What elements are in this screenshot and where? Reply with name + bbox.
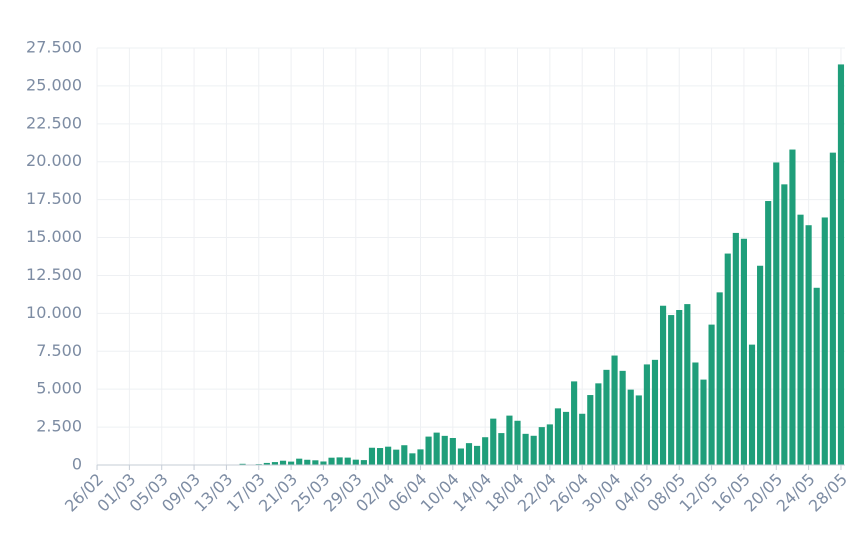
bar (595, 383, 602, 465)
bar (781, 184, 788, 465)
bar (587, 395, 594, 465)
bar (271, 462, 279, 465)
bar (401, 445, 408, 465)
bar (837, 64, 845, 466)
y-tick-label: 2.500 (36, 417, 82, 436)
bar (279, 460, 287, 465)
bar (603, 369, 610, 465)
bar (708, 324, 715, 465)
y-tick-label: 12.500 (26, 265, 82, 284)
bar (506, 415, 513, 465)
bar (522, 433, 529, 465)
bar (562, 411, 570, 465)
bar (651, 359, 659, 465)
bar (514, 420, 521, 465)
bar (457, 448, 464, 465)
bar (789, 149, 796, 465)
y-tick-label: 22.500 (26, 113, 82, 132)
y-tick-label: 5.000 (36, 379, 82, 398)
bar (490, 418, 497, 465)
bar (530, 435, 537, 465)
bar (740, 238, 747, 465)
bar (352, 459, 359, 465)
bar (684, 304, 691, 465)
bar (498, 433, 505, 465)
bar (773, 162, 780, 466)
y-tick-label: 15.000 (26, 227, 82, 246)
bar (441, 435, 448, 465)
bar (668, 315, 675, 465)
bar (417, 449, 424, 465)
y-tick-label: 0 (72, 455, 82, 474)
bar (813, 287, 820, 465)
bar (385, 446, 392, 465)
y-tick-label: 25.000 (26, 75, 82, 94)
bar (465, 443, 473, 465)
bar (304, 459, 311, 465)
y-tick-label: 17.500 (26, 189, 82, 208)
y-tick-label: 10.000 (26, 303, 82, 322)
bar (328, 457, 335, 465)
bar (409, 453, 416, 465)
bar (312, 460, 319, 465)
bar (449, 437, 456, 465)
bar (320, 461, 327, 465)
bar (757, 265, 764, 465)
bar (700, 379, 707, 465)
bar (619, 370, 626, 465)
bar (296, 458, 303, 465)
bar (554, 408, 562, 465)
bar (611, 355, 618, 465)
bar (724, 253, 731, 465)
bar (805, 225, 812, 465)
bar (732, 232, 739, 465)
bar (716, 292, 723, 465)
bar (821, 217, 828, 465)
bar (748, 344, 756, 465)
bar (635, 395, 642, 465)
bar (482, 437, 489, 465)
bar (360, 460, 367, 465)
bar (797, 214, 804, 465)
bar (376, 448, 384, 465)
bar (239, 463, 246, 465)
bar (546, 424, 553, 465)
bar (765, 201, 772, 465)
bar (336, 457, 343, 465)
bar (368, 447, 376, 465)
bar (433, 432, 440, 465)
bar (659, 305, 667, 465)
bar (425, 436, 432, 465)
bar (538, 427, 545, 465)
bar (676, 309, 683, 465)
bar (692, 362, 699, 465)
y-tick-label: 7.500 (36, 341, 82, 360)
bar (571, 381, 578, 465)
bar (393, 449, 400, 465)
bar (579, 413, 586, 465)
bar (263, 462, 270, 465)
bar (474, 445, 481, 465)
bar (643, 364, 650, 465)
bar (627, 389, 634, 465)
bar (344, 457, 351, 465)
y-tick-label: 27.500 (26, 38, 82, 57)
y-tick-label: 20.000 (26, 151, 82, 170)
bar (829, 152, 836, 465)
bar (288, 461, 295, 465)
